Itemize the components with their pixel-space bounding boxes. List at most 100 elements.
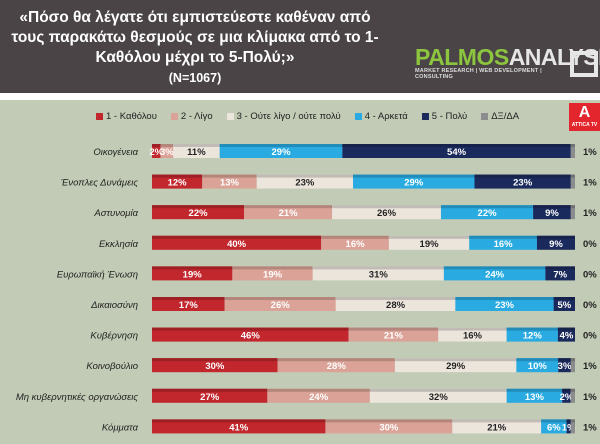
data-label: 3%	[160, 147, 174, 158]
bar-segment	[277, 358, 395, 373]
bar-segment-top	[536, 235, 575, 239]
sample-size: (N=1067)	[168, 71, 222, 85]
bar-segment	[202, 174, 257, 189]
bar-segment	[516, 358, 559, 373]
chart-title: «Πόσο θα λέγατε ότι εμπιστεύεστε καθέναν…	[10, 8, 380, 88]
bar-segment-top	[267, 388, 370, 392]
bar-segment-top	[469, 235, 537, 239]
legend-label: 1 - Καθόλου	[106, 111, 157, 122]
attica-name: ATTICA TV	[571, 122, 598, 128]
bar-segment-top	[562, 388, 571, 392]
bar-segment	[570, 388, 575, 403]
bar-segment-top	[438, 327, 507, 331]
bar-segment-top	[152, 174, 203, 178]
data-label: 21%	[487, 422, 507, 433]
bar-segment-top	[256, 174, 354, 178]
bar-segment	[570, 144, 575, 158]
bar-segment	[369, 388, 507, 403]
data-label: 24%	[485, 269, 505, 280]
dk-label: 1%	[583, 208, 597, 219]
legend-label: ΔΞ/ΔΑ	[491, 111, 520, 122]
data-label: 16%	[494, 239, 514, 250]
data-label: 19%	[183, 269, 203, 280]
bar-segment	[562, 388, 571, 403]
legend-label: 4 - Αρκετά	[364, 111, 408, 122]
bar-segment-top	[152, 327, 349, 331]
data-label: 17%	[179, 300, 199, 311]
bar-segment-top	[545, 266, 575, 270]
bar-segment-top	[369, 388, 507, 392]
data-label: 4%	[560, 331, 574, 342]
bar-segment	[557, 327, 575, 342]
bar-segment-top	[570, 419, 575, 423]
legend-swatch	[421, 113, 429, 120]
bar-segment	[570, 358, 575, 373]
dk-label: 0%	[583, 269, 597, 280]
data-label: 54%	[447, 147, 467, 158]
bar-segment	[152, 297, 225, 311]
legend-item: 5 - Πολύ	[421, 111, 468, 122]
category-label: Δικαιοσύνη	[90, 300, 138, 311]
bar-segment-top	[570, 144, 575, 147]
legend-swatch	[481, 113, 489, 120]
bar-segment-top	[553, 297, 575, 300]
bar-segment	[506, 327, 558, 342]
data-label: 1%	[562, 422, 576, 433]
bar-segment	[558, 358, 571, 373]
data-label: 21%	[384, 331, 404, 342]
dk-label: 1%	[583, 178, 597, 189]
attica-letter: A	[578, 104, 591, 121]
bar-segment-top	[152, 419, 326, 423]
data-label: 16%	[346, 239, 366, 250]
bar-segment	[553, 297, 575, 311]
bar-segment	[321, 235, 389, 250]
category-label: Αστυνομία	[93, 208, 138, 219]
bar-segment-top	[455, 297, 554, 300]
bar-segment-top	[219, 144, 343, 147]
bar-segment-top	[152, 205, 245, 209]
bar-segment-top	[244, 205, 333, 209]
data-label: 30%	[379, 422, 399, 433]
data-label: 9%	[545, 208, 559, 219]
data-label: 24%	[309, 392, 329, 403]
data-label: 7%	[553, 269, 567, 280]
data-label: 28%	[327, 361, 347, 372]
legend-swatch	[170, 113, 178, 120]
bar-segment-top	[353, 174, 475, 178]
bar-segment	[335, 297, 456, 311]
bar-segment	[566, 419, 571, 434]
bar-segment	[438, 327, 507, 342]
data-label: 11%	[187, 147, 206, 158]
legend-label: 5 - Πολύ	[431, 111, 468, 122]
bar-segment	[342, 144, 571, 158]
bar-segment-top	[332, 205, 441, 209]
data-label: 46%	[241, 331, 261, 342]
bar-segment-top	[440, 205, 534, 209]
bar-segment	[160, 144, 174, 158]
dk-label: 0%	[583, 300, 597, 311]
bar-segment-top	[312, 266, 444, 270]
bar-segment	[232, 266, 313, 281]
data-label: 3%	[558, 361, 572, 372]
bar-segment-top	[570, 388, 575, 392]
bar-segment-top	[570, 205, 575, 209]
data-label: 31%	[369, 269, 389, 280]
bar-segment-top	[394, 358, 517, 362]
data-label: 13%	[525, 392, 545, 403]
legend-item: 2 - Λίγο	[170, 111, 213, 122]
header: «Πόσο θα λέγατε ότι εμπιστεύεστε καθέναν…	[0, 0, 600, 93]
logo-part1: PALMOS	[415, 44, 509, 70]
bar-segment-top	[152, 388, 268, 392]
category-label: Μη κυβερνητικές οργανώσεις	[16, 392, 139, 403]
data-label: 22%	[478, 208, 498, 219]
data-label: 41%	[229, 422, 249, 433]
dk-label: 1%	[583, 361, 597, 372]
legend-swatch	[96, 113, 103, 120]
data-label: 29%	[272, 147, 292, 158]
category-label: Κοινοβούλιο	[86, 361, 138, 372]
bar-segment-top	[348, 327, 439, 331]
bar-segment-top	[506, 327, 558, 331]
bar-segment-top	[342, 144, 571, 147]
bar-segment-top	[152, 297, 225, 300]
bar-segment	[152, 205, 245, 220]
